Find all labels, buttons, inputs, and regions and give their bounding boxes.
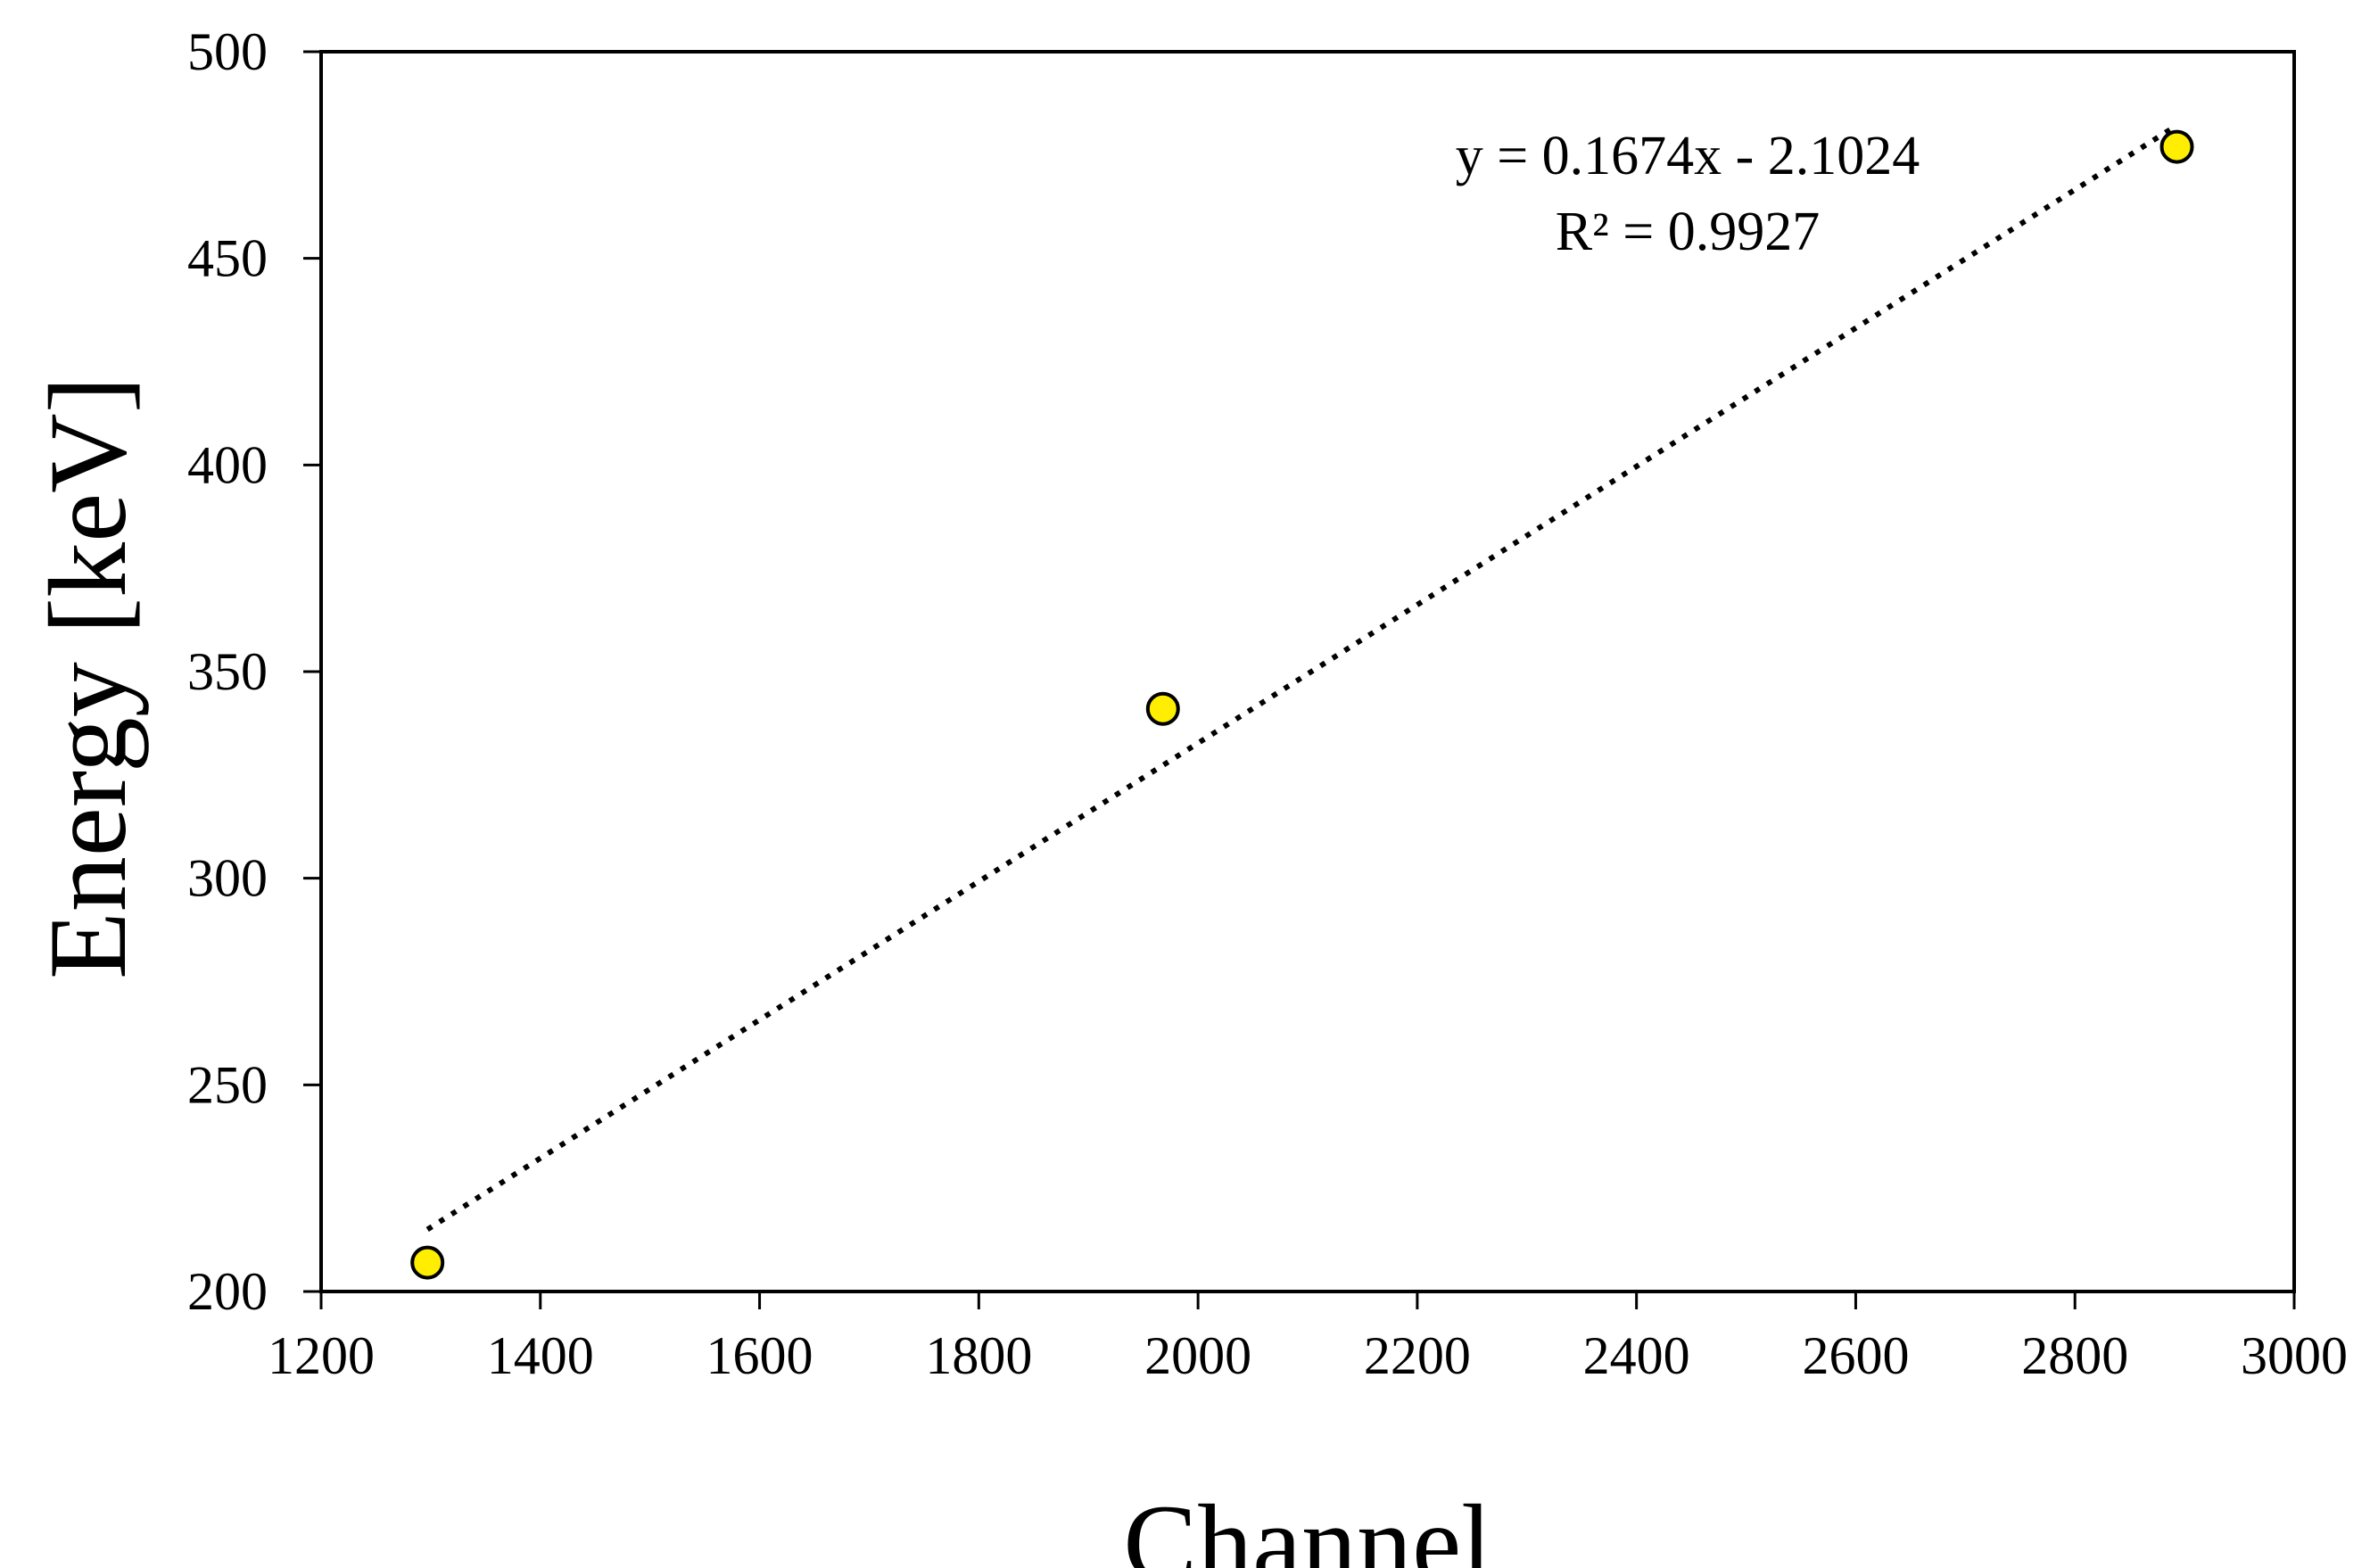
- data-points: [410, 129, 2194, 1280]
- y-tick-label: 350: [187, 642, 268, 701]
- y-tick-label: 300: [187, 849, 268, 908]
- data-point: [410, 1245, 445, 1280]
- x-tick-label: 2200: [1364, 1326, 1471, 1385]
- x-tick-label: 2400: [1583, 1326, 1690, 1385]
- x-axis-title: Channel: [1123, 1482, 1491, 1568]
- trendline-r-squared: R² = 0.9927: [1556, 202, 1820, 262]
- y-tick-label: 250: [187, 1055, 268, 1114]
- y-tick-label: 400: [187, 435, 268, 494]
- y-axis-title: Energy [keV]: [27, 376, 149, 979]
- y-tick-label: 200: [187, 1262, 268, 1321]
- x-tick-label: 1800: [925, 1326, 1032, 1385]
- trendline: [425, 123, 2179, 1232]
- trendline-equation: y = 0.1674x - 2.1024: [1456, 126, 1920, 186]
- x-tick-label: 3000: [2241, 1326, 2348, 1385]
- x-axis-ticks: 1200 1400 1600 1800 2000 2200 2400 2600 2800 3000: [268, 1292, 2348, 1385]
- x-tick-label: 1600: [706, 1326, 813, 1385]
- y-tick-label: 500: [187, 22, 268, 81]
- data-point: [1145, 691, 1180, 726]
- x-tick-label: 1400: [487, 1326, 594, 1385]
- trendline-group: [425, 123, 2179, 1232]
- x-tick-label: 2000: [1144, 1326, 1251, 1385]
- x-tick-label: 2800: [2021, 1326, 2128, 1385]
- data-point: [2159, 129, 2194, 164]
- x-tick-label: 1200: [268, 1326, 375, 1385]
- y-tick-label: 450: [187, 229, 268, 288]
- x-tick-label: 2600: [1802, 1326, 1909, 1385]
- y-axis-ticks: 200 250 300 350 400 450 500: [187, 22, 321, 1321]
